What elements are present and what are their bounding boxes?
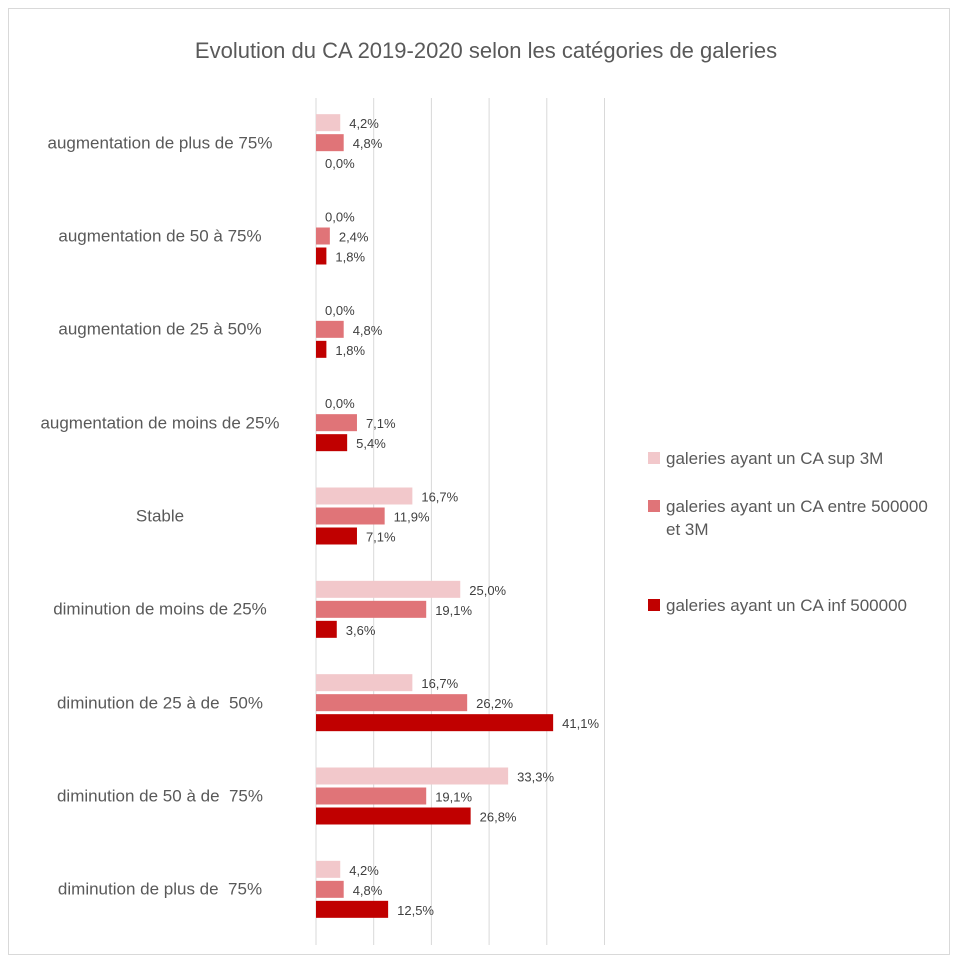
data-label: 4,8% — [353, 136, 383, 151]
legend-swatch — [648, 599, 660, 611]
data-label: 0,0% — [325, 303, 355, 318]
bar — [316, 620, 337, 638]
data-label: 1,8% — [335, 249, 365, 264]
data-label: 26,2% — [476, 696, 513, 711]
legend-label: galeries ayant un CA sup 3M — [666, 449, 884, 468]
data-label: 25,0% — [469, 583, 506, 598]
y-tick-label: diminution de 25 à de 50% — [56, 693, 264, 713]
bar — [316, 507, 385, 525]
y-tick-label: diminution de plus de 75% — [57, 879, 263, 899]
legend-entry: galeries ayant un CA entre 500000 et 3M — [648, 495, 943, 541]
legend-label: galeries ayant un CA inf 500000 — [666, 596, 908, 615]
legend-label: galeries ayant un CA entre 500000 et 3M — [666, 497, 928, 539]
y-tick-label: diminution de moins de 25% — [53, 599, 267, 619]
data-label: 12,5% — [397, 903, 434, 918]
data-label: 7,1% — [366, 416, 396, 431]
bar — [316, 434, 348, 452]
bar — [316, 247, 327, 265]
bar — [316, 487, 413, 505]
bar — [316, 714, 554, 732]
data-label: 19,1% — [435, 603, 472, 618]
bar — [316, 674, 413, 692]
data-label: 16,7% — [421, 676, 458, 691]
data-label: 0,0% — [325, 209, 355, 224]
bar — [316, 320, 344, 338]
bar — [316, 114, 341, 132]
data-label: 7,1% — [366, 529, 396, 544]
y-tick-label: augmentation de moins de 25% — [40, 413, 280, 433]
legend-entry: galeries ayant un CA sup 3M — [648, 447, 943, 470]
bar — [316, 600, 427, 618]
bar — [316, 900, 389, 918]
bar — [316, 414, 357, 432]
data-label: 2,4% — [339, 229, 369, 244]
data-label: 19,1% — [435, 789, 472, 804]
chart-title: Evolution du CA 2019-2020 selon les caté… — [195, 38, 777, 63]
data-label: 5,4% — [356, 436, 386, 451]
y-tick-label: augmentation de 50 à 75% — [58, 226, 262, 246]
bar — [316, 580, 461, 598]
y-tick-label: augmentation de 25 à 50% — [58, 319, 262, 339]
data-label: 4,2% — [349, 116, 379, 131]
legend-swatch — [648, 452, 660, 464]
y-tick-label: diminution de 50 à de 75% — [56, 786, 264, 806]
data-label: 11,9% — [394, 509, 430, 524]
data-label: 26,8% — [480, 809, 517, 824]
data-label: 1,8% — [335, 343, 365, 358]
bar — [316, 767, 509, 785]
data-label: 3,6% — [346, 623, 376, 638]
bar — [316, 880, 344, 898]
bar — [316, 694, 468, 712]
data-label: 4,8% — [353, 323, 383, 338]
data-label: 0,0% — [325, 156, 355, 171]
data-label: 41,1% — [562, 716, 599, 731]
bar — [316, 787, 427, 805]
data-label: 33,3% — [517, 769, 554, 784]
bar — [316, 527, 357, 545]
y-tick-label: augmentation de plus de 75% — [47, 133, 273, 153]
data-label: 16,7% — [421, 489, 458, 504]
bar — [316, 227, 330, 245]
data-label: 0,0% — [325, 396, 355, 411]
bar — [316, 807, 471, 825]
legend-entry: galeries ayant un CA inf 500000 — [648, 594, 943, 617]
bar — [316, 340, 327, 358]
bar — [316, 860, 341, 878]
bar — [316, 134, 344, 152]
data-label: 4,2% — [349, 863, 379, 878]
legend-swatch — [648, 500, 660, 512]
chart-border — [8, 8, 950, 955]
data-label: 4,8% — [353, 883, 383, 898]
y-tick-label: Stable — [135, 506, 185, 526]
